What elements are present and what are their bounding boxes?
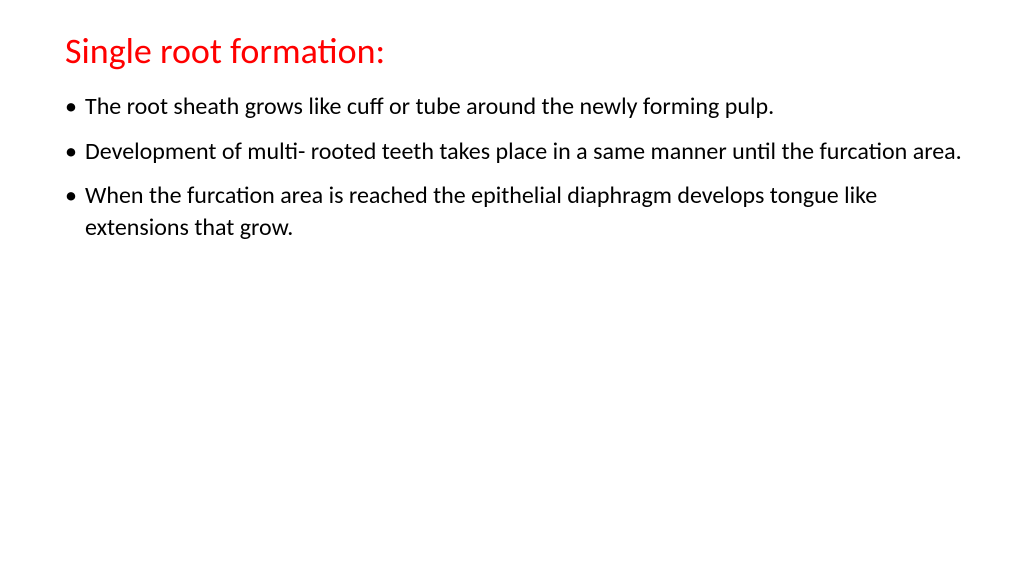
list-item: Development of multi- rooted teeth takes… bbox=[65, 136, 964, 168]
list-item: The root sheath grows like cuff or tube … bbox=[65, 91, 964, 123]
slide-title: Single root formation: bbox=[65, 30, 964, 73]
list-item: When the furcation area is reached the e… bbox=[65, 180, 964, 245]
bullet-list: The root sheath grows like cuff or tube … bbox=[65, 91, 964, 245]
